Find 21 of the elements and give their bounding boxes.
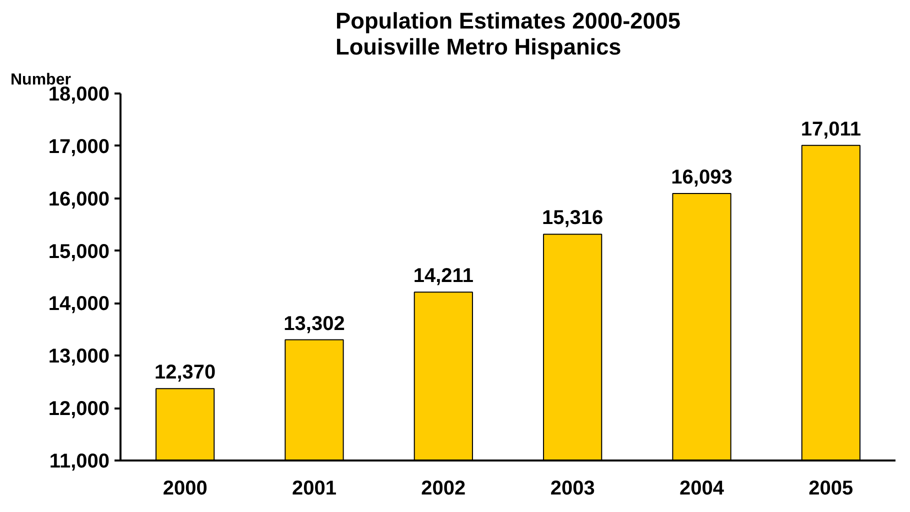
y-tick-label: 18,000 xyxy=(48,84,110,106)
data-label: 16,093 xyxy=(671,166,732,188)
y-tick-label: 15,000 xyxy=(48,240,110,263)
y-tick-label: 17,000 xyxy=(48,136,110,158)
y-tick-label: 11,000 xyxy=(49,450,110,472)
x-tick-label: 2000 xyxy=(162,478,208,500)
data-label: 12,370 xyxy=(154,362,216,384)
y-tick-label: 13,000 xyxy=(48,346,110,368)
x-tick-label: 2005 xyxy=(808,478,854,500)
y-tick-label: 16,000 xyxy=(48,188,110,210)
x-tick-label: 2003 xyxy=(550,478,595,500)
y-tick-label: 14,000 xyxy=(48,293,110,316)
data-label: 14,211 xyxy=(413,265,474,288)
chart-title: Population Estimates 2000-2005 Louisville Metro Hispanics xyxy=(335,8,681,60)
data-label: 17,011 xyxy=(800,118,861,140)
data-label: 13,302 xyxy=(284,312,345,335)
x-tick-label: 2001 xyxy=(292,478,337,500)
y-tick-label: 12,000 xyxy=(48,398,110,420)
x-tick-label: 2004 xyxy=(680,478,725,500)
data-label: 15,316 xyxy=(542,207,604,230)
x-tick-label: 2002 xyxy=(421,478,466,500)
